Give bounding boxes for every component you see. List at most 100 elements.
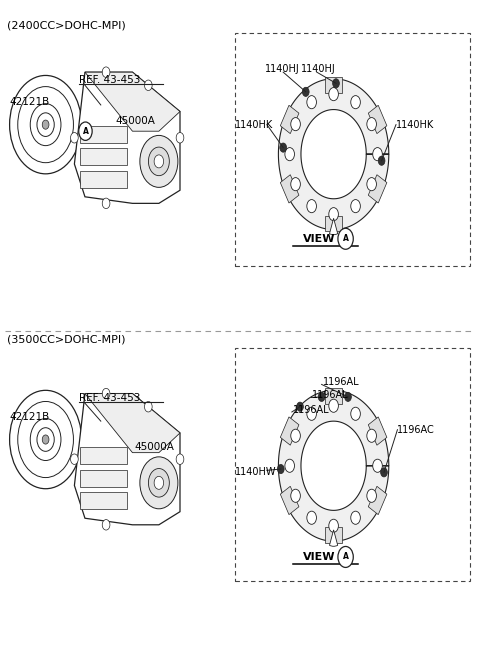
Circle shape	[18, 401, 73, 478]
Circle shape	[367, 429, 376, 442]
Bar	[80, 447, 127, 464]
Bar	[80, 171, 127, 188]
Circle shape	[372, 459, 382, 472]
Bar	[368, 417, 387, 445]
Circle shape	[329, 520, 338, 533]
Bar	[325, 388, 342, 404]
Bar	[235, 33, 470, 266]
Bar	[325, 216, 342, 232]
Circle shape	[329, 207, 338, 220]
Text: REF. 43-453: REF. 43-453	[79, 393, 141, 403]
Text: 1196AC: 1196AC	[397, 424, 435, 435]
Text: 42121B: 42121B	[10, 96, 50, 107]
Circle shape	[302, 87, 309, 96]
Circle shape	[148, 468, 169, 497]
Text: VIEW: VIEW	[303, 234, 336, 244]
Circle shape	[351, 511, 360, 524]
Text: A: A	[343, 552, 348, 562]
Circle shape	[30, 104, 61, 146]
Polygon shape	[85, 394, 180, 453]
Circle shape	[10, 75, 82, 174]
Circle shape	[338, 228, 353, 249]
Bar	[280, 106, 299, 134]
Polygon shape	[85, 72, 180, 131]
Text: (2400CC>DOHC-MPI): (2400CC>DOHC-MPI)	[7, 21, 126, 31]
Circle shape	[307, 511, 316, 524]
Polygon shape	[278, 390, 389, 541]
Circle shape	[144, 401, 152, 412]
Text: REF. 43-453: REF. 43-453	[79, 75, 141, 85]
Circle shape	[307, 96, 316, 109]
Circle shape	[351, 407, 360, 420]
Circle shape	[291, 178, 300, 191]
Circle shape	[318, 392, 325, 401]
Bar	[368, 486, 387, 514]
Circle shape	[140, 135, 178, 188]
Text: 1140HJ: 1140HJ	[301, 64, 336, 74]
Circle shape	[307, 199, 316, 213]
Text: 1140HK: 1140HK	[235, 119, 274, 130]
Circle shape	[285, 459, 294, 472]
Bar	[80, 126, 127, 143]
Circle shape	[329, 87, 338, 100]
Circle shape	[329, 399, 338, 413]
Circle shape	[37, 428, 54, 451]
Circle shape	[307, 407, 316, 420]
Bar	[280, 174, 299, 203]
Circle shape	[102, 198, 110, 209]
Circle shape	[297, 402, 303, 411]
Bar	[280, 417, 299, 445]
Circle shape	[71, 133, 78, 143]
Circle shape	[30, 419, 61, 461]
Bar	[80, 492, 127, 509]
Circle shape	[148, 147, 169, 176]
Text: (3500CC>DOHC-MPI): (3500CC>DOHC-MPI)	[7, 335, 126, 344]
Text: 1140HJ: 1140HJ	[265, 64, 300, 74]
Bar	[368, 106, 387, 134]
Circle shape	[367, 489, 376, 502]
Text: A: A	[343, 234, 348, 243]
Wedge shape	[329, 530, 338, 546]
Bar	[368, 174, 387, 203]
Text: VIEW: VIEW	[303, 552, 336, 562]
Text: A: A	[83, 127, 88, 136]
Circle shape	[71, 454, 78, 464]
Circle shape	[102, 67, 110, 77]
Circle shape	[367, 178, 376, 191]
Bar	[325, 527, 342, 543]
Circle shape	[291, 429, 300, 442]
Polygon shape	[278, 79, 389, 230]
Circle shape	[291, 117, 300, 131]
Circle shape	[18, 87, 73, 163]
Circle shape	[351, 96, 360, 109]
Circle shape	[102, 388, 110, 399]
Circle shape	[285, 148, 294, 161]
Circle shape	[79, 122, 92, 140]
Polygon shape	[74, 394, 180, 525]
Text: 1196AL: 1196AL	[293, 405, 329, 415]
Circle shape	[277, 464, 284, 474]
Text: 1196AL: 1196AL	[323, 377, 359, 387]
Circle shape	[378, 156, 385, 165]
Text: 45000A: 45000A	[134, 442, 174, 453]
Bar	[80, 148, 127, 165]
Circle shape	[280, 143, 287, 152]
Circle shape	[102, 520, 110, 530]
Bar	[235, 348, 470, 581]
Text: 45000A: 45000A	[115, 116, 155, 127]
Circle shape	[291, 489, 300, 502]
Circle shape	[372, 148, 382, 161]
Circle shape	[345, 392, 351, 401]
Text: 42121B: 42121B	[10, 411, 50, 422]
Circle shape	[144, 80, 152, 91]
Circle shape	[42, 120, 49, 129]
Circle shape	[338, 546, 353, 567]
Polygon shape	[74, 72, 180, 203]
Bar	[80, 470, 127, 487]
Circle shape	[154, 476, 164, 489]
Text: 1140HW: 1140HW	[235, 467, 276, 478]
Circle shape	[367, 117, 376, 131]
Bar	[280, 486, 299, 514]
Circle shape	[176, 133, 184, 143]
Circle shape	[381, 468, 387, 477]
